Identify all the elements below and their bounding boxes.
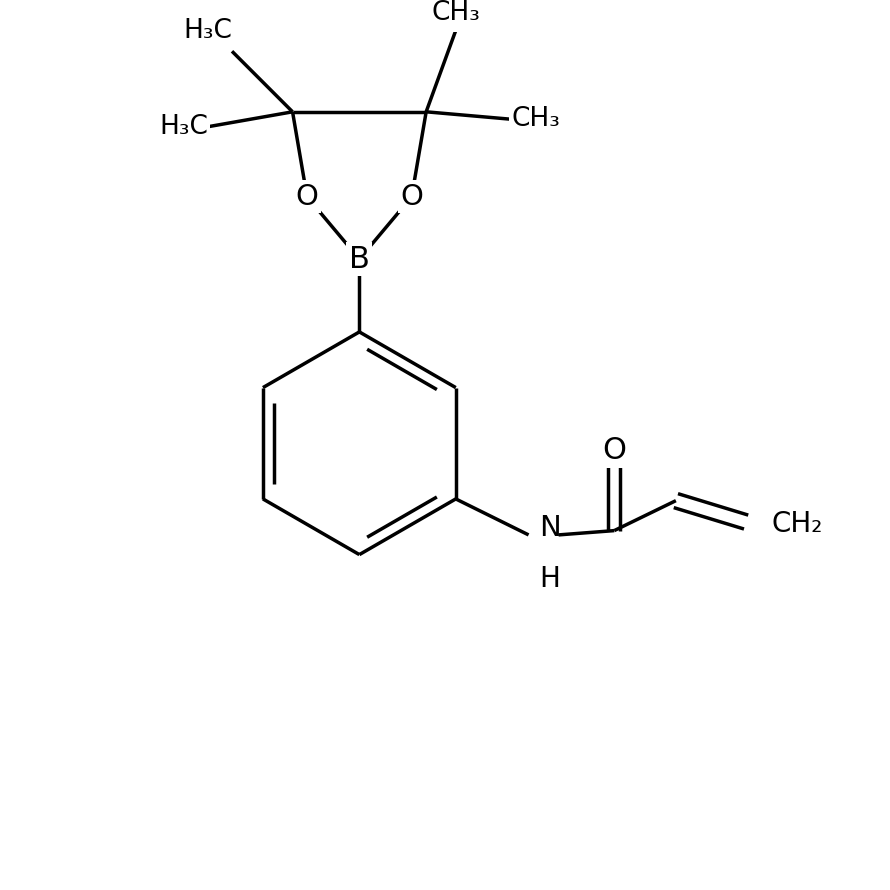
Text: CH₂: CH₂ (772, 510, 823, 538)
Text: CH₃: CH₃ (512, 106, 561, 133)
Text: O: O (603, 436, 627, 465)
Text: CH₃: CH₃ (431, 0, 480, 26)
Text: B: B (349, 245, 369, 273)
Text: H₃C: H₃C (159, 114, 208, 140)
Text: H: H (539, 565, 561, 593)
Text: N: N (538, 514, 561, 542)
Text: H₃C: H₃C (183, 19, 232, 44)
Text: O: O (400, 182, 423, 211)
Text: O: O (295, 182, 319, 211)
